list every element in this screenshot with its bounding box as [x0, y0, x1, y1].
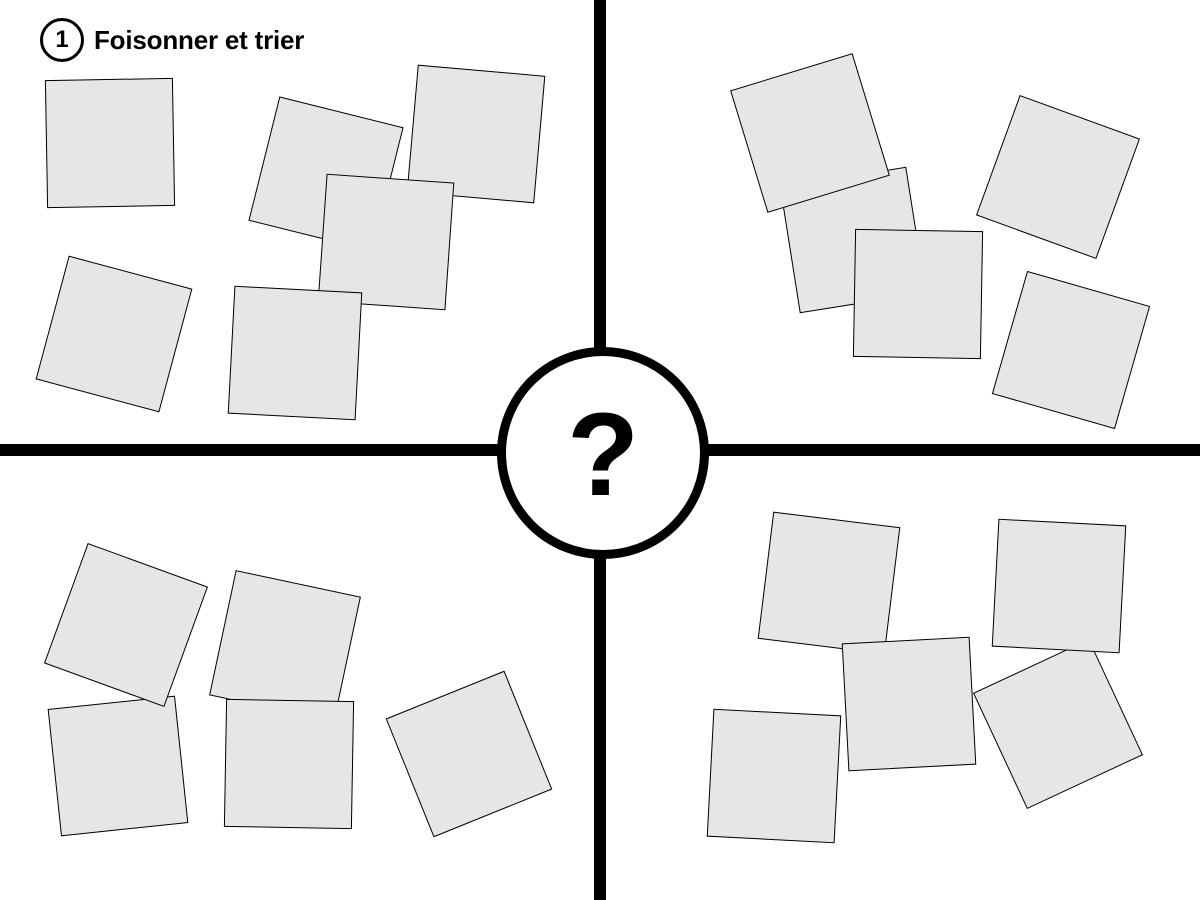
sticky-note[interactable] [975, 94, 1141, 260]
sticky-note[interactable] [44, 77, 176, 209]
sticky-note[interactable] [227, 285, 363, 421]
sticky-note[interactable] [706, 708, 842, 844]
sticky-note[interactable] [35, 255, 193, 413]
sticky-note[interactable] [317, 173, 455, 311]
step-header: 1 Foisonner et trier [40, 18, 304, 62]
sticky-note[interactable] [972, 638, 1144, 810]
sticky-note[interactable] [991, 518, 1127, 654]
step-title: Foisonner et trier [94, 24, 305, 55]
sticky-note[interactable] [43, 542, 209, 708]
sticky-note[interactable] [757, 511, 901, 655]
sticky-note[interactable] [852, 228, 984, 360]
center-question-circle: ? [497, 347, 709, 559]
sticky-note[interactable] [841, 636, 977, 772]
sticky-note[interactable] [385, 670, 553, 838]
sticky-note[interactable] [47, 695, 189, 837]
sticky-note[interactable] [991, 270, 1151, 430]
sticky-note[interactable] [223, 698, 355, 830]
question-mark-icon: ? [566, 389, 640, 521]
step-number-badge: 1 [40, 18, 84, 62]
